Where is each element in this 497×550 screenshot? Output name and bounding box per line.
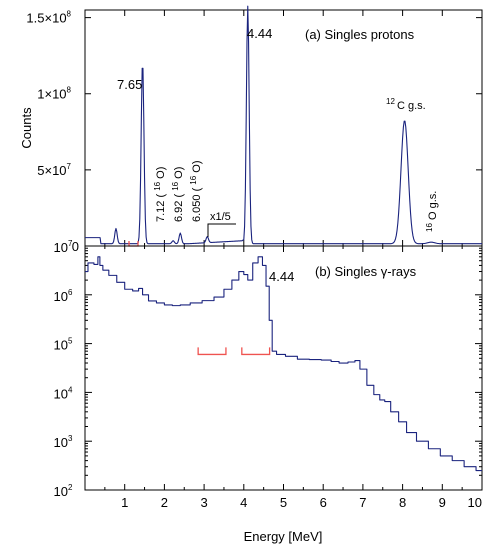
state-692-mass-number: 16 [171, 181, 180, 190]
state-692-label: 6.92 ( 16 O) [169, 167, 185, 222]
panel-a-frame [84, 9, 483, 247]
b-y-tick-label: 105 [54, 337, 73, 353]
b-y-tick-label: 103 [54, 434, 73, 450]
x-tick-label: 4 [240, 495, 247, 510]
panel-a-label: (a) Singles protons [305, 27, 415, 42]
state-6050-energy: 6.050 ( [191, 187, 203, 222]
gamma-peak-label-444: 4.44 [269, 269, 294, 284]
state-692-nucleus: O) [173, 167, 185, 179]
x-tick-label: 10 [468, 495, 482, 510]
state-712-mass-number: 16 [153, 181, 162, 190]
panel-b-label: (b) Singles γ-rays [315, 264, 417, 279]
svg-text:7.12 ( 16 O): 7.12 ( 16 O) [151, 167, 167, 222]
x-tick-label: 6 [320, 495, 327, 510]
o16-gs-mass-number: 16 [425, 223, 434, 232]
singles-gamma-trace [85, 256, 482, 472]
c12-mass-number: 12 [386, 97, 395, 106]
c12-gs-label: 12 C g.s. [386, 97, 426, 112]
b-y-tick-label: 106 [54, 288, 73, 304]
x-axis-label: Energy [MeV] [244, 529, 323, 544]
x-tick-label: 9 [439, 495, 446, 510]
state-712-energy: 7.12 ( [155, 194, 167, 222]
b-y-tick-label: 107 [54, 239, 73, 255]
state-712-nucleus: O) [155, 167, 167, 179]
x-tick-label: 8 [399, 495, 406, 510]
svg-text:16 O g.s.: 16 O g.s. [423, 191, 439, 232]
c12-text: C g.s. [397, 100, 426, 112]
gamma-gate-marker [197, 347, 227, 356]
scale-label: x1/5 [210, 211, 231, 223]
state-692-energy: 6.92 ( [173, 194, 185, 222]
state-712-label: 7.12 ( 16 O) [151, 167, 167, 222]
b-y-tick-label: 102 [54, 483, 73, 499]
a-y-tick-label: 1×108 [37, 86, 71, 102]
y-axis-label: Counts [19, 107, 34, 149]
x-tick-label: 3 [200, 495, 207, 510]
panel-b: 102 103 104 105 106 107 1 2 3 4 5 6 7 8 9 10 (b) Singl… [54, 239, 483, 544]
b-y-tick-label: 104 [54, 385, 73, 401]
state-6050-label: 6.050 ( 16 O) [187, 160, 203, 222]
peak-label-765: 7.65 [117, 77, 142, 92]
o16-gs-text: O g.s. [427, 191, 439, 220]
state-6050-mass-number: 16 [189, 175, 198, 184]
x-tick-label: 5 [280, 495, 287, 510]
x-tick-label: 1 [121, 495, 128, 510]
peak-label-444: 4.44 [247, 26, 272, 41]
o16-gs-label: 16 O g.s. [423, 191, 439, 232]
singles-protons-trace [85, 5, 482, 245]
state-6050-nucleus: O) [191, 160, 203, 172]
scale-bracket [207, 223, 236, 237]
panel-a: 0 5×107 1×108 1.5×108 (a) Singles protons 7… [19, 5, 483, 254]
x-tick-label: 7 [359, 495, 366, 510]
svg-text:6.92 ( 16 O): 6.92 ( 16 O) [169, 167, 185, 222]
a-y-tick-label: 0 [72, 239, 79, 254]
a-y-tick-label: 1.5×108 [26, 10, 71, 26]
svg-text:6.050 ( 16 O): 6.050 ( 16 O) [187, 160, 203, 222]
gamma-gate-marker [241, 347, 271, 356]
a-y-tick-label: 5×107 [37, 162, 71, 178]
x-tick-label: 2 [161, 495, 168, 510]
